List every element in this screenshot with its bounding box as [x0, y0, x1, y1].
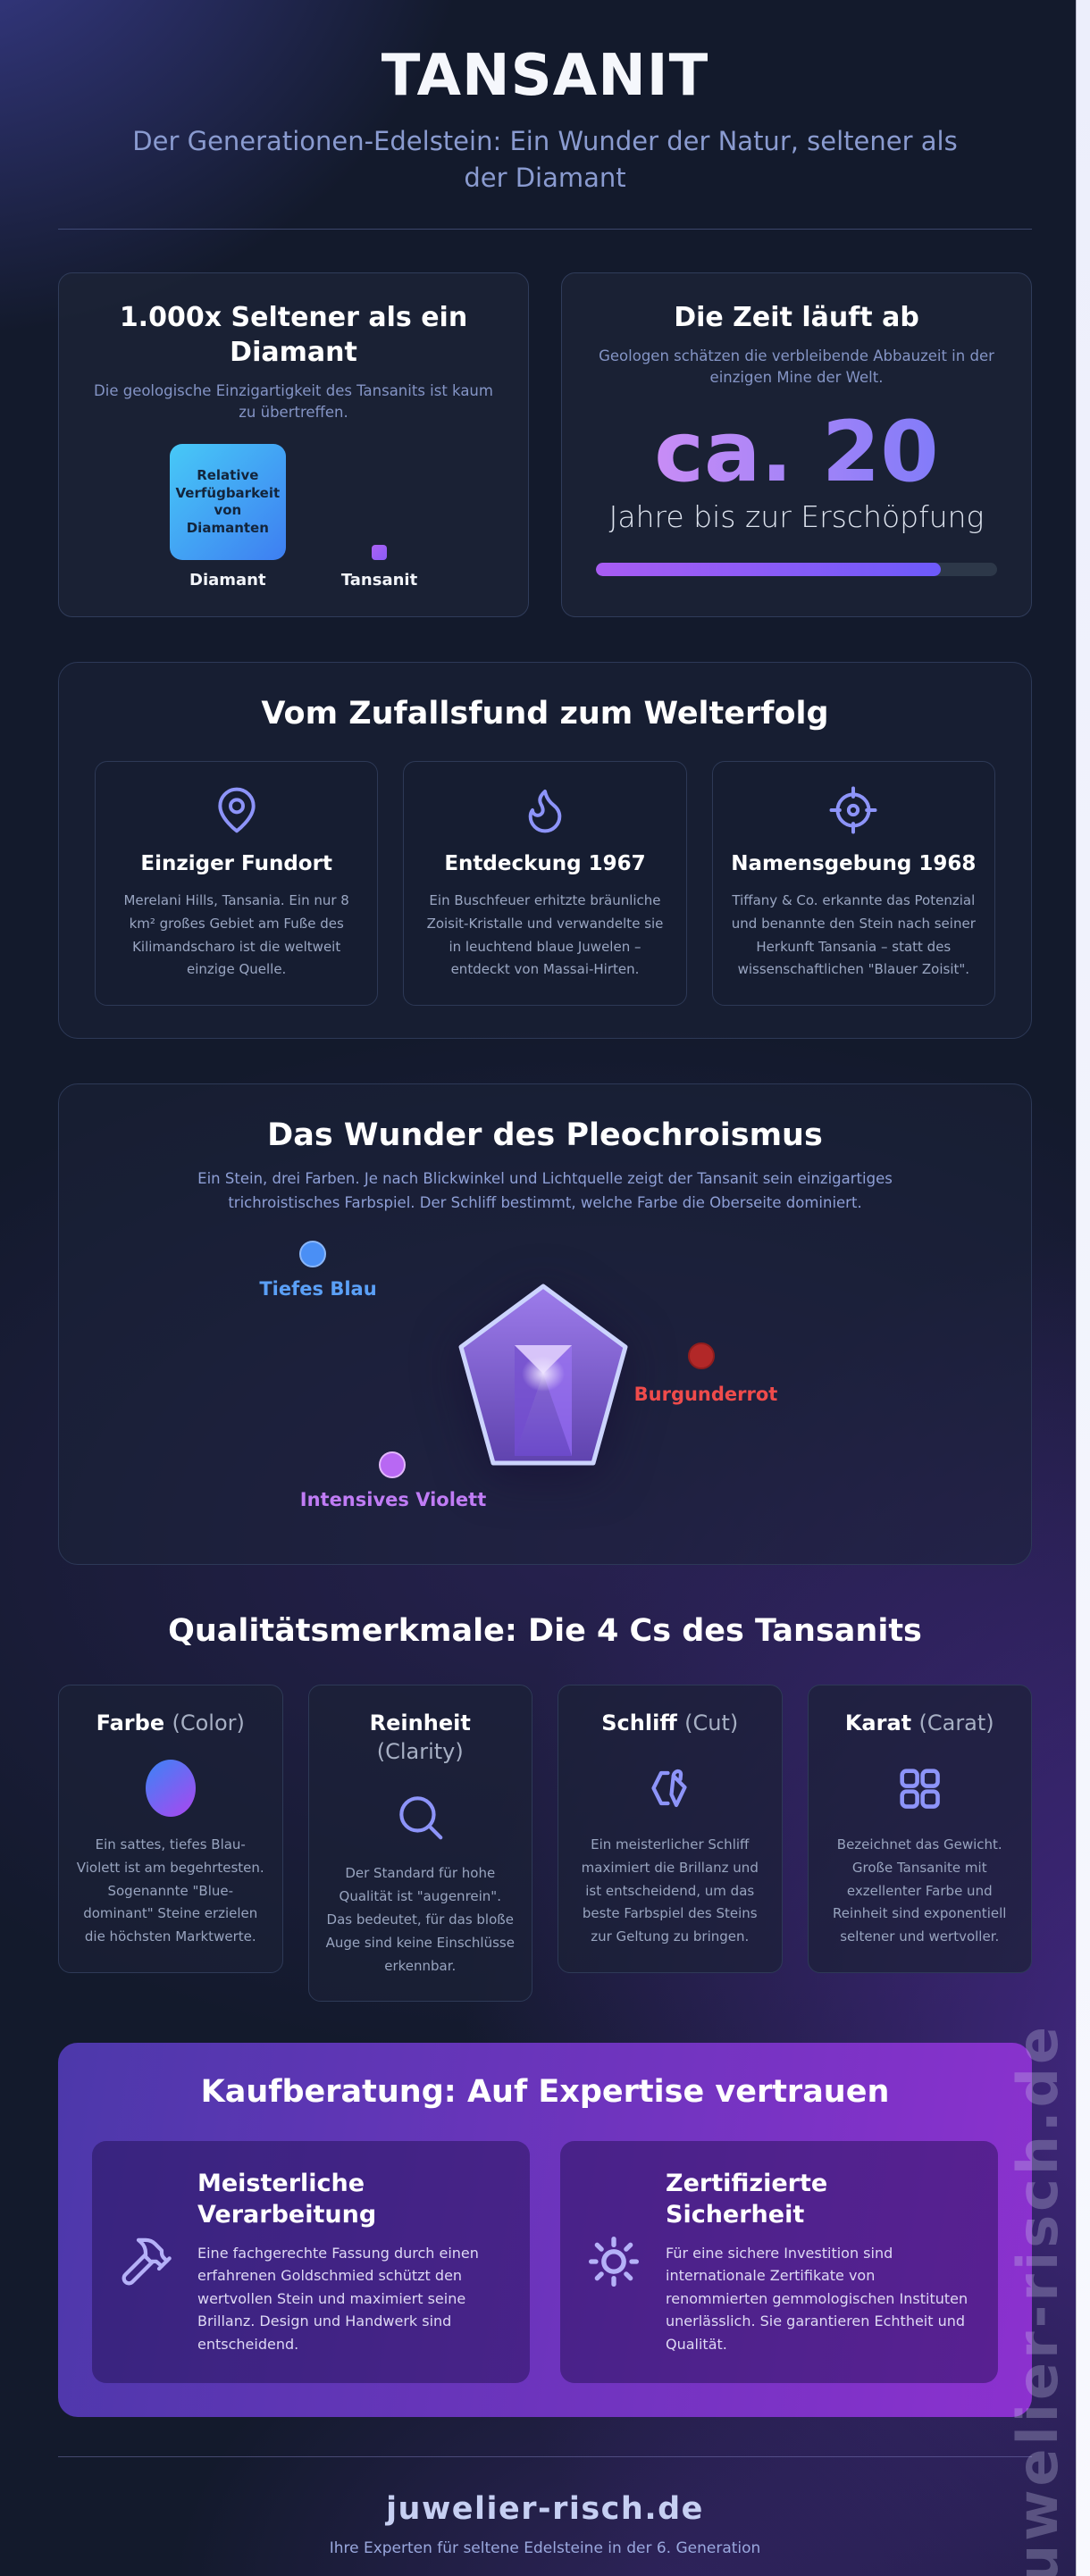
color-circle-icon — [145, 1759, 196, 1817]
quality-card-title: Farbe (Color) — [96, 1710, 245, 1735]
footer-brand: juwelier-risch.de — [386, 2490, 704, 2527]
quality-card-body: Der Standard für hohe Qualität ist "auge… — [325, 1865, 515, 1974]
advice-section-title: Kaufberatung: Auf Expertise vertrauen — [200, 2074, 890, 2111]
map-pin-icon — [113, 785, 359, 835]
header-divider — [58, 228, 1032, 230]
pleochroism-section: Das Wunder des Pleochroismus Ein Stein, … — [58, 1083, 1032, 1565]
diamond-availability-square: Relative Verfügbarkeit von Diamanten — [169, 444, 286, 561]
advice-card-title: Zertifizierte Sicherheit — [666, 2170, 828, 2229]
story-card-title: Namensgebung 1968 — [731, 852, 977, 876]
magnifier-icon — [399, 1796, 443, 1840]
advice-section: Kaufberatung: Auf Expertise vertrauen Me… — [58, 2043, 1032, 2417]
countdown-card-title: Die Zeit läuft ab — [674, 301, 919, 333]
hammer-icon — [117, 2233, 174, 2290]
advice-card-verarbeitung: Meisterliche Verarbeitung Eine fachgerec… — [92, 2141, 530, 2383]
footer-divider — [58, 2455, 1032, 2457]
top-card-row: 1.000x Seltener als ein Diamant Die geol… — [58, 272, 1032, 618]
countdown-progress-fill — [596, 562, 942, 576]
tansanit-column: Tansanit — [341, 545, 417, 590]
violet-color-dot — [379, 1451, 406, 1478]
quality-section-title: Qualitätsmerkmale: Die 4 Cs des Tansanit… — [168, 1612, 922, 1649]
story-card-title: Einziger Fundort — [140, 852, 332, 876]
rarity-card-subtitle: Die geologische Einzigartigkeit des Tans… — [94, 381, 493, 422]
rarity-card: 1.000x Seltener als ein Diamant Die geol… — [58, 272, 529, 618]
crosshair-icon — [731, 785, 977, 835]
quality-card-karat: Karat (Carat) Bezeichnet das Gewicht. Gr… — [807, 1684, 1032, 1973]
quality-card-title: Karat (Carat) — [844, 1710, 994, 1735]
pleochroism-subtitle: Ein Stein, drei Farben. Je nach Blickwin… — [197, 1170, 893, 1212]
pleochroism-diagram: Tiefes Blau Burgunderrot Intensives Viol… — [95, 1234, 995, 1532]
scrollbar-track[interactable] — [1076, 0, 1090, 2576]
story-card-body: Ein Buschfeuer erhitzte bräunliche Zoisi… — [426, 891, 664, 978]
story-card-entdeckung: Entdeckung 1967 Ein Buschfeuer erhitzte … — [403, 761, 687, 1007]
blue-color-label: Tiefes Blau — [259, 1277, 377, 1300]
advice-card-body: Für eine sichere Investition sind intern… — [666, 2244, 968, 2353]
story-card-title: Entdeckung 1967 — [444, 852, 646, 876]
quality-card-farbe: Farbe (Color) Ein sattes, tiefes Blau-Vi… — [58, 1684, 283, 1973]
quality-card-grid: Farbe (Color) Ein sattes, tiefes Blau-Vi… — [58, 1684, 1032, 2003]
story-card-grid: Einziger Fundort Merelani Hills, Tansani… — [95, 761, 995, 1007]
quality-card-schliff: Schliff (Cut) Ein meisterlicher Schliff … — [558, 1684, 783, 1973]
tansanit-label: Tansanit — [340, 571, 418, 590]
brand-watermark: juwelier-risch.de — [1005, 2022, 1070, 2576]
footer-tagline: Ihre Experten für seltene Edelsteine in … — [329, 2538, 761, 2557]
tansanit-availability-square — [372, 545, 387, 561]
gem-pentagon-illustration — [458, 1284, 628, 1466]
page-subtitle: Der Generationen-Edelstein: Ein Wunder d… — [132, 126, 958, 193]
rarity-comparison-chart: Relative Verfügbarkeit von Diamanten Dia… — [93, 444, 494, 590]
diamond-column: Relative Verfügbarkeit von Diamanten Dia… — [169, 444, 286, 590]
quality-card-title: Reinheit (Clarity) — [369, 1710, 471, 1764]
page-title: TANSANIT — [381, 43, 709, 109]
story-card-body: Tiffany & Co. erkannte das Potenzial und… — [731, 891, 976, 978]
story-card-fundort: Einziger Fundort Merelani Hills, Tansani… — [95, 761, 379, 1007]
violet-color-label: Intensives Violett — [299, 1488, 487, 1510]
quality-card-body: Ein meisterlicher Schliff maximiert die … — [581, 1836, 759, 1945]
countdown-number: ca. 20 — [596, 408, 997, 498]
countdown-card: Die Zeit läuft ab Geologen schätzen die … — [561, 272, 1032, 618]
countdown-caption: Jahre bis zur Erschöpfung — [608, 498, 985, 534]
advice-card-sicherheit: Zertifizierte Sicherheit Für eine sicher… — [560, 2141, 998, 2383]
story-section-title: Vom Zufallsfund zum Welterfolg — [261, 696, 829, 732]
quality-card-body: Bezeichnet das Gewicht. Große Tansanite … — [833, 1836, 1007, 1945]
countdown-card-subtitle: Geologen schätzen die verbleibende Abbau… — [599, 347, 994, 387]
red-color-dot — [688, 1342, 715, 1369]
red-color-label: Burgunderrot — [633, 1383, 778, 1405]
advice-card-title: Meisterliche Verarbeitung — [197, 2170, 377, 2229]
story-card-namensgebung: Namensgebung 1968 Tiffany & Co. erkannte… — [711, 761, 995, 1007]
countdown-progress-track — [596, 562, 997, 576]
diamond-label: Diamant — [189, 571, 266, 590]
grid-icon — [900, 1769, 941, 1809]
gem-cut-icon — [651, 1769, 687, 1808]
pleochroism-title: Das Wunder des Pleochroismus — [267, 1117, 823, 1154]
story-section: Vom Zufallsfund zum Welterfolg Einziger … — [58, 662, 1032, 1040]
sun-icon — [585, 2233, 642, 2290]
quality-card-reinheit: Reinheit (Clarity) Der Standard für hohe… — [307, 1684, 532, 2003]
flame-icon — [422, 785, 667, 835]
blue-color-dot — [299, 1240, 326, 1267]
advice-card-body: Eine fachgerechte Fassung durch einen er… — [197, 2244, 479, 2353]
rarity-card-title: 1.000x Seltener als ein Diamant — [119, 301, 468, 368]
story-card-body: Merelani Hills, Tansania. Ein nur 8 km² … — [123, 891, 349, 978]
quality-card-title: Schliff (Cut) — [601, 1710, 739, 1735]
quality-card-body: Ein sattes, tiefes Blau-Violett ist am b… — [76, 1836, 264, 1945]
